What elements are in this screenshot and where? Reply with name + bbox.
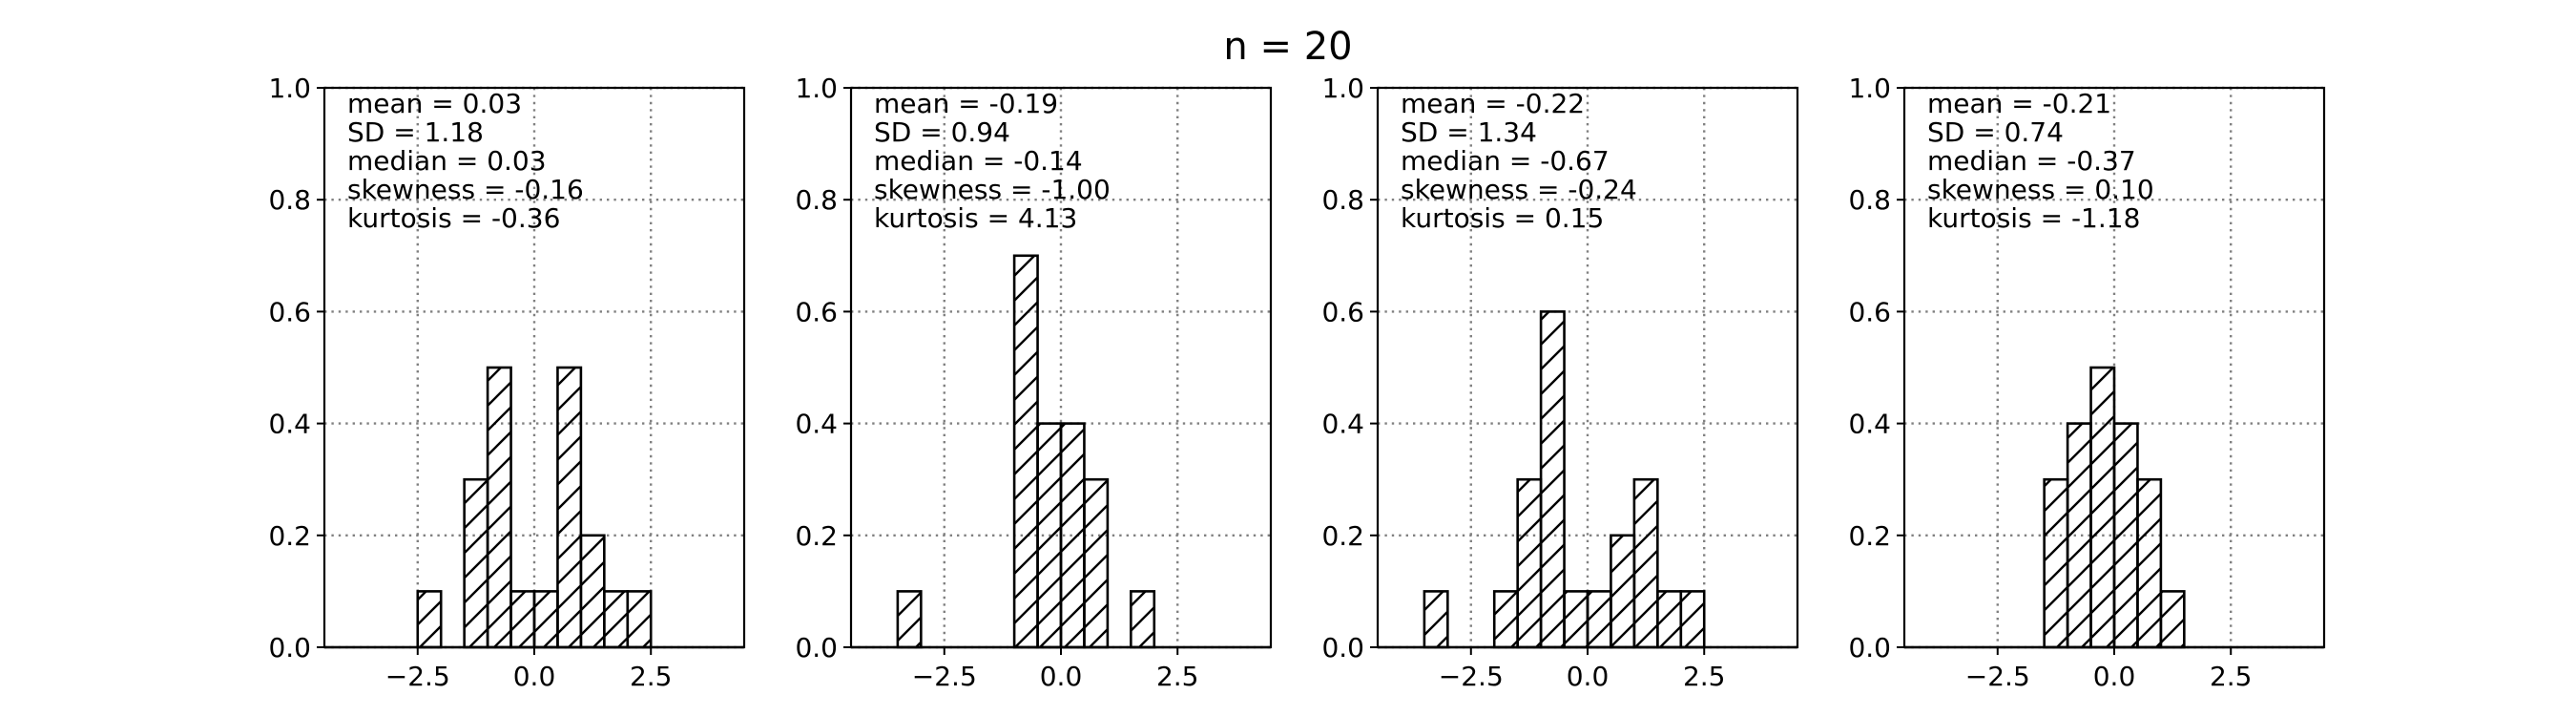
- y-tick-label: 0.8: [1848, 184, 1891, 216]
- y-tick-label: 0.6: [268, 296, 311, 327]
- x-tick-label: 2.5: [1683, 661, 1726, 692]
- histogram-bar: [1539, 310, 1566, 649]
- stat-line: mean = -0.19: [874, 88, 1058, 119]
- histogram-panel-2: 0.0 0.2 0.4 0.6 0.8 1.0 −2.5 0.0 2.5 mean = -0.19…: [795, 73, 1273, 692]
- histogram-panel-4: 0.0 0.2 0.4 0.6 0.8 1.0 −2.5 0.0 2.5 mean = -0.21…: [1848, 73, 2326, 692]
- y-tick-label: 1.0: [1321, 73, 1364, 104]
- y-tick-label: 0.0: [268, 632, 311, 663]
- stat-line: skewness = -0.24: [1401, 174, 1637, 205]
- histogram-panel-3: 0.0 0.2 0.4 0.6 0.8 1.0 −2.5 0.0 2.5 mean = -0.22…: [1321, 73, 1799, 692]
- histogram-bar: [603, 590, 630, 649]
- stat-line: kurtosis = 4.13: [874, 202, 1077, 234]
- histogram-bar: [2043, 477, 2069, 649]
- stat-line: median = -0.37: [1927, 145, 2136, 177]
- y-tick-label: 0.8: [1321, 184, 1364, 216]
- histogram-bar: [2136, 477, 2163, 649]
- y-tick-label: 1.0: [795, 73, 838, 104]
- x-tick-label: −2.5: [912, 661, 977, 692]
- y-tick-label: 0.4: [1321, 409, 1364, 440]
- y-tick-label: 0.6: [1848, 296, 1891, 327]
- histogram-bar: [463, 477, 489, 649]
- histogram-bar: [1059, 422, 1086, 649]
- y-tick-label: 0.4: [1848, 409, 1891, 440]
- y-tick-label: 0.2: [268, 520, 311, 552]
- y-tick-label: 1.0: [1848, 73, 1891, 104]
- histogram-bar: [1036, 422, 1063, 649]
- y-tick-label: 0.0: [795, 632, 838, 663]
- stat-line: mean = -0.21: [1927, 88, 2111, 119]
- stat-line: SD = 0.94: [874, 116, 1010, 148]
- histogram-bar: [2112, 422, 2139, 649]
- x-tick-label: 0.0: [1040, 661, 1083, 692]
- y-tick-label: 0.2: [795, 520, 838, 552]
- y-tick-label: 0.2: [1848, 520, 1891, 552]
- stat-line: skewness = 0.10: [1927, 174, 2154, 205]
- histogram-bar: [2089, 366, 2116, 649]
- histogram-bar: [532, 590, 559, 649]
- x-tick-label: 0.0: [1567, 661, 1610, 692]
- figure-title: n = 20: [1223, 25, 1352, 69]
- y-tick-label: 0.8: [268, 184, 311, 216]
- y-tick-label: 0.8: [795, 184, 838, 216]
- stat-line: median = -0.14: [874, 145, 1083, 177]
- y-tick-label: 0.6: [795, 296, 838, 327]
- y-tick-label: 1.0: [268, 73, 311, 104]
- stat-line: mean = 0.03: [347, 88, 522, 119]
- stat-line: mean = -0.22: [1401, 88, 1585, 119]
- x-tick-label: 0.0: [513, 661, 556, 692]
- histogram-bar: [1516, 477, 1543, 649]
- stat-line: SD = 1.34: [1401, 116, 1537, 148]
- y-tick-label: 0.2: [1321, 520, 1364, 552]
- histogram-bar: [1656, 590, 1683, 649]
- stat-line: median = 0.03: [347, 145, 547, 177]
- histogram-bar: [509, 590, 536, 649]
- histogram-bar: [1563, 590, 1589, 649]
- stat-line: kurtosis = -1.18: [1927, 202, 2140, 234]
- y-tick-label: 0.4: [795, 409, 838, 440]
- stat-line: median = -0.67: [1401, 145, 1610, 177]
- stat-line: kurtosis = -0.36: [347, 202, 560, 234]
- histogram-bar: [579, 534, 606, 649]
- histogram-bar: [2159, 590, 2186, 649]
- histogram-bar: [1586, 590, 1612, 649]
- histogram-bar: [1492, 590, 1519, 649]
- stat-line: skewness = -1.00: [874, 174, 1111, 205]
- x-tick-label: −2.5: [385, 661, 450, 692]
- histogram-bar: [2066, 422, 2092, 649]
- stat-line: kurtosis = 0.15: [1401, 202, 1604, 234]
- y-tick-label: 0.0: [1321, 632, 1364, 663]
- histogram-bar: [1610, 534, 1636, 649]
- histogram-panel-1: 0.0 0.2 0.4 0.6 0.8 1.0 −2.5 0.0 2.5 mean = 0.03S…: [268, 73, 746, 692]
- histogram-bar: [1423, 590, 1449, 649]
- histogram-bar: [416, 590, 443, 649]
- histogram-bar: [1083, 477, 1110, 649]
- histogram-bar: [486, 366, 512, 649]
- x-tick-label: 0.0: [2093, 661, 2136, 692]
- histogram-bar: [1632, 477, 1659, 649]
- x-tick-label: 2.5: [1156, 661, 1199, 692]
- x-tick-label: 2.5: [630, 661, 673, 692]
- y-tick-label: 0.0: [1848, 632, 1891, 663]
- x-tick-label: 2.5: [2210, 661, 2253, 692]
- stat-line: skewness = -0.16: [347, 174, 584, 205]
- histogram-bar: [1130, 590, 1156, 649]
- x-tick-label: −2.5: [1439, 661, 1504, 692]
- stat-line: SD = 0.74: [1927, 116, 2064, 148]
- stat-line: SD = 1.18: [347, 116, 484, 148]
- x-tick-label: −2.5: [1965, 661, 2030, 692]
- histogram-bar: [896, 590, 923, 649]
- y-tick-label: 0.6: [1321, 296, 1364, 327]
- histogram-bar: [626, 590, 653, 649]
- histogram-bar: [1679, 590, 1706, 649]
- y-tick-label: 0.4: [268, 409, 311, 440]
- histogram-bar: [556, 366, 583, 649]
- histogram-bar: [1012, 254, 1039, 649]
